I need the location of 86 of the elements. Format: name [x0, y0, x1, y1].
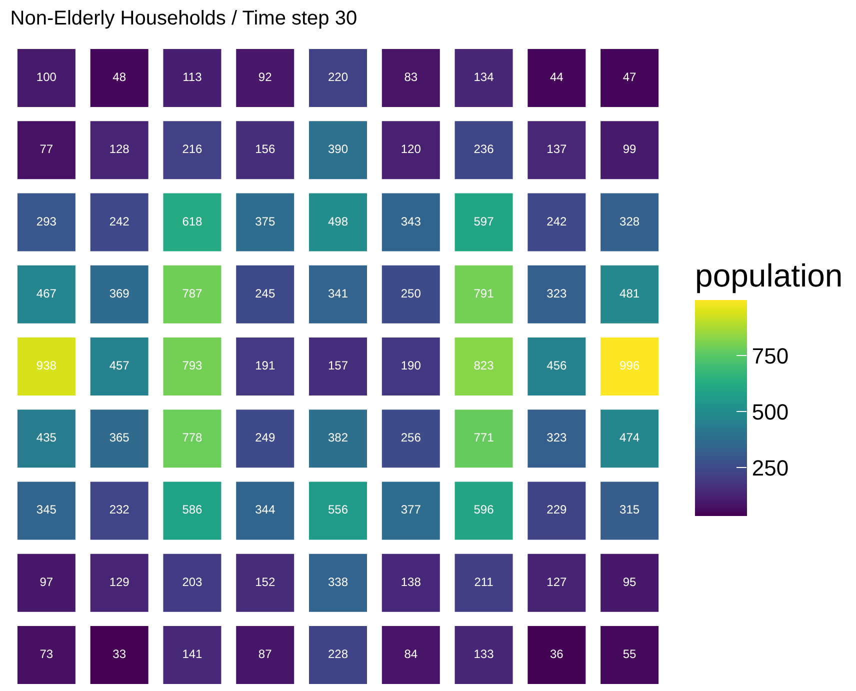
data-label: 152: [255, 574, 276, 589]
data-label: 498: [328, 214, 348, 228]
data-label: 138: [400, 574, 422, 589]
data-label: 127: [546, 574, 567, 589]
data-label: 597: [474, 214, 494, 228]
data-label: 216: [182, 142, 203, 156]
data-label: 793: [182, 358, 203, 372]
data-label: 315: [620, 502, 640, 517]
data-label: 341: [328, 286, 348, 300]
data-label: 457: [109, 358, 130, 372]
data-label: 375: [255, 214, 276, 228]
data-label: 338: [328, 574, 348, 589]
data-label: 236: [474, 142, 494, 156]
data-label: 84: [404, 646, 418, 661]
data-label: 596: [474, 502, 494, 517]
data-label: 129: [109, 574, 130, 589]
data-label: 133: [474, 646, 494, 661]
data-label: 232: [109, 502, 130, 517]
data-label: 137: [546, 142, 567, 156]
data-label: 99: [622, 142, 637, 156]
data-label: 141: [182, 646, 203, 661]
data-label: 343: [400, 214, 422, 228]
data-label: 323: [546, 286, 567, 300]
data-label: 771: [474, 430, 494, 445]
data-label: 787: [182, 286, 203, 300]
data-label: 47: [622, 70, 637, 84]
data-label: 474: [620, 430, 640, 445]
data-label: 73: [40, 646, 54, 661]
data-label: 83: [404, 70, 418, 84]
data-label: 435: [36, 430, 57, 445]
data-label: 190: [400, 358, 422, 372]
color-bar-title: population: [695, 257, 843, 294]
data-label: 823: [474, 358, 494, 372]
data-label: 229: [546, 502, 567, 517]
data-label: 156: [255, 142, 276, 156]
data-label: 586: [182, 502, 203, 517]
data-label: 191: [255, 358, 276, 372]
color-bar-label: 500: [752, 399, 789, 424]
data-label: 36: [550, 646, 564, 661]
data-label: 157: [328, 358, 348, 372]
data-label: 44: [550, 70, 564, 84]
data-label: 293: [36, 214, 57, 228]
chart-title: Non-Elderly Households / Time step 30: [10, 7, 358, 30]
data-label: 55: [622, 646, 637, 661]
data-label: 100: [36, 70, 57, 84]
data-label: 33: [112, 646, 126, 661]
data-label: 87: [258, 646, 272, 661]
data-label: 250: [400, 286, 422, 300]
data-label: 203: [182, 574, 203, 589]
data-label: 134: [474, 70, 494, 84]
data-label: 390: [328, 142, 348, 156]
data-label: 344: [255, 502, 276, 517]
data-label: 249: [255, 430, 276, 445]
data-label: 556: [328, 502, 348, 517]
data-label: 365: [109, 430, 130, 445]
data-label: 938: [36, 358, 57, 372]
data-label: 256: [400, 430, 422, 445]
data-label: 113: [182, 70, 202, 84]
data-label: 345: [36, 502, 57, 517]
data-label: 377: [400, 502, 422, 517]
data-label: 77: [40, 142, 54, 156]
data-label: 95: [622, 574, 637, 589]
data-label: 242: [546, 214, 567, 228]
data-label: 128: [109, 142, 130, 156]
data-label: 791: [474, 286, 494, 300]
data-label: 369: [109, 286, 130, 300]
data-label: 48: [112, 70, 126, 84]
data-label: 996: [620, 358, 640, 372]
data-label: 467: [36, 286, 57, 300]
data-label: 97: [40, 574, 54, 589]
data-label: 242: [109, 214, 130, 228]
data-label: 92: [258, 70, 272, 84]
data-label: 778: [182, 430, 203, 445]
data-label: 120: [400, 142, 422, 156]
data-label: 228: [328, 646, 348, 661]
data-label: 245: [255, 286, 276, 300]
data-label: 328: [620, 214, 640, 228]
data-label: 211: [474, 574, 494, 589]
data-label: 456: [546, 358, 567, 372]
data-label: 382: [328, 430, 348, 445]
data-label: 220: [328, 70, 348, 84]
color-bar-label: 750: [752, 343, 789, 368]
data-label: 481: [620, 286, 640, 300]
color-bar-label: 250: [752, 455, 789, 480]
data-label: 323: [546, 430, 567, 445]
data-label: 618: [182, 214, 203, 228]
